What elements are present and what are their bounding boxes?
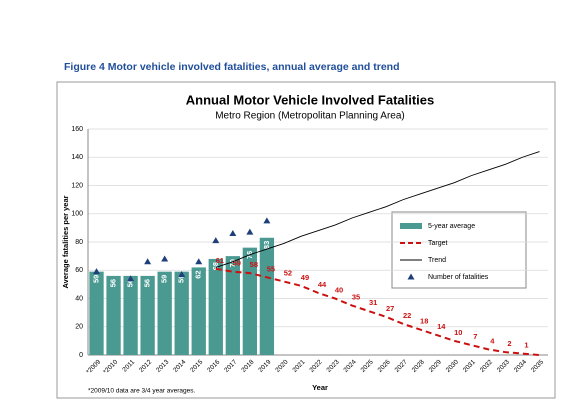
target-label: 44 xyxy=(318,280,327,289)
target-label: 10 xyxy=(454,328,462,337)
bar xyxy=(191,267,206,355)
fatality-marker xyxy=(144,258,152,265)
fatality-marker xyxy=(161,255,169,262)
target-label: 27 xyxy=(386,304,394,313)
target-label: 59 xyxy=(233,259,241,268)
y-axis-title: Average fatalities per year xyxy=(61,195,70,288)
target-label: 40 xyxy=(335,285,343,294)
fatality-marker xyxy=(229,230,237,237)
legend-label: Number of fatalities xyxy=(428,274,489,281)
fatality-marker xyxy=(195,258,203,265)
bar-label: 59 xyxy=(160,275,169,283)
legend-swatch xyxy=(400,223,422,229)
bar-label: 70 xyxy=(228,259,237,267)
legend-label: Trend xyxy=(428,257,446,264)
target-label: 1 xyxy=(524,341,528,350)
bar-label: 56 xyxy=(143,279,152,287)
target-label: 14 xyxy=(437,322,446,331)
bar xyxy=(259,237,275,355)
bar xyxy=(242,247,258,355)
legend-swatch xyxy=(407,273,415,280)
footnote: *2009/10 data are 3/4 year averages. xyxy=(88,388,196,395)
x-axis-title: Year xyxy=(312,383,328,392)
target-line xyxy=(215,267,540,356)
bar-label: 56 xyxy=(126,279,135,287)
fatality-marker xyxy=(246,228,254,235)
target-label: 49 xyxy=(301,273,309,282)
bar xyxy=(140,275,155,355)
target-label: 18 xyxy=(420,317,428,326)
target-label: 2 xyxy=(507,339,511,348)
bar xyxy=(174,271,189,355)
bar-label: 68 xyxy=(211,262,220,270)
bar-label: 59 xyxy=(177,275,186,283)
bar-label: 59 xyxy=(92,275,101,283)
bar xyxy=(123,275,138,355)
bar xyxy=(106,275,121,355)
bar-label: 56 xyxy=(109,279,118,287)
figure-heading: Figure 4 Motor vehicle involved fataliti… xyxy=(64,61,400,73)
legend-label: Target xyxy=(428,240,448,247)
target-label: 4 xyxy=(490,336,495,345)
fatality-marker xyxy=(178,270,186,277)
bar xyxy=(208,258,223,355)
bar-label: 62 xyxy=(194,270,203,278)
chart-title: Annual Motor Vehicle Involved Fatalities xyxy=(186,92,435,107)
target-label: 61 xyxy=(216,256,224,265)
bar xyxy=(89,271,104,355)
target-label: 52 xyxy=(284,269,292,278)
target-label: 55 xyxy=(267,264,275,273)
legend-label: 5-year average xyxy=(428,223,475,230)
target-label: 31 xyxy=(369,298,377,307)
y-tick-label: 140 xyxy=(71,154,83,161)
target-label: 35 xyxy=(352,293,360,302)
y-tick-label: 120 xyxy=(71,182,83,189)
target-label: 58 xyxy=(250,260,258,269)
bar xyxy=(157,271,172,355)
y-tick-label: 80 xyxy=(75,239,83,246)
y-tick-label: 60 xyxy=(75,267,83,274)
fatality-marker xyxy=(212,237,220,244)
chart-subtitle: Metro Region (Metropolitan Planning Area… xyxy=(215,111,405,122)
y-tick-label: 0 xyxy=(79,352,83,359)
y-tick-label: 40 xyxy=(75,295,83,302)
bar xyxy=(225,256,240,355)
bar-label: 83 xyxy=(262,241,271,249)
target-label: 7 xyxy=(473,332,477,341)
target-label: 22 xyxy=(403,311,411,320)
y-tick-label: 100 xyxy=(71,211,83,218)
fatality-marker xyxy=(127,275,135,282)
fatality-marker xyxy=(93,268,101,275)
fatality-marker xyxy=(263,217,271,224)
trend-line xyxy=(215,151,540,268)
y-tick-label: 160 xyxy=(71,126,83,133)
y-tick-label: 20 xyxy=(75,324,83,331)
